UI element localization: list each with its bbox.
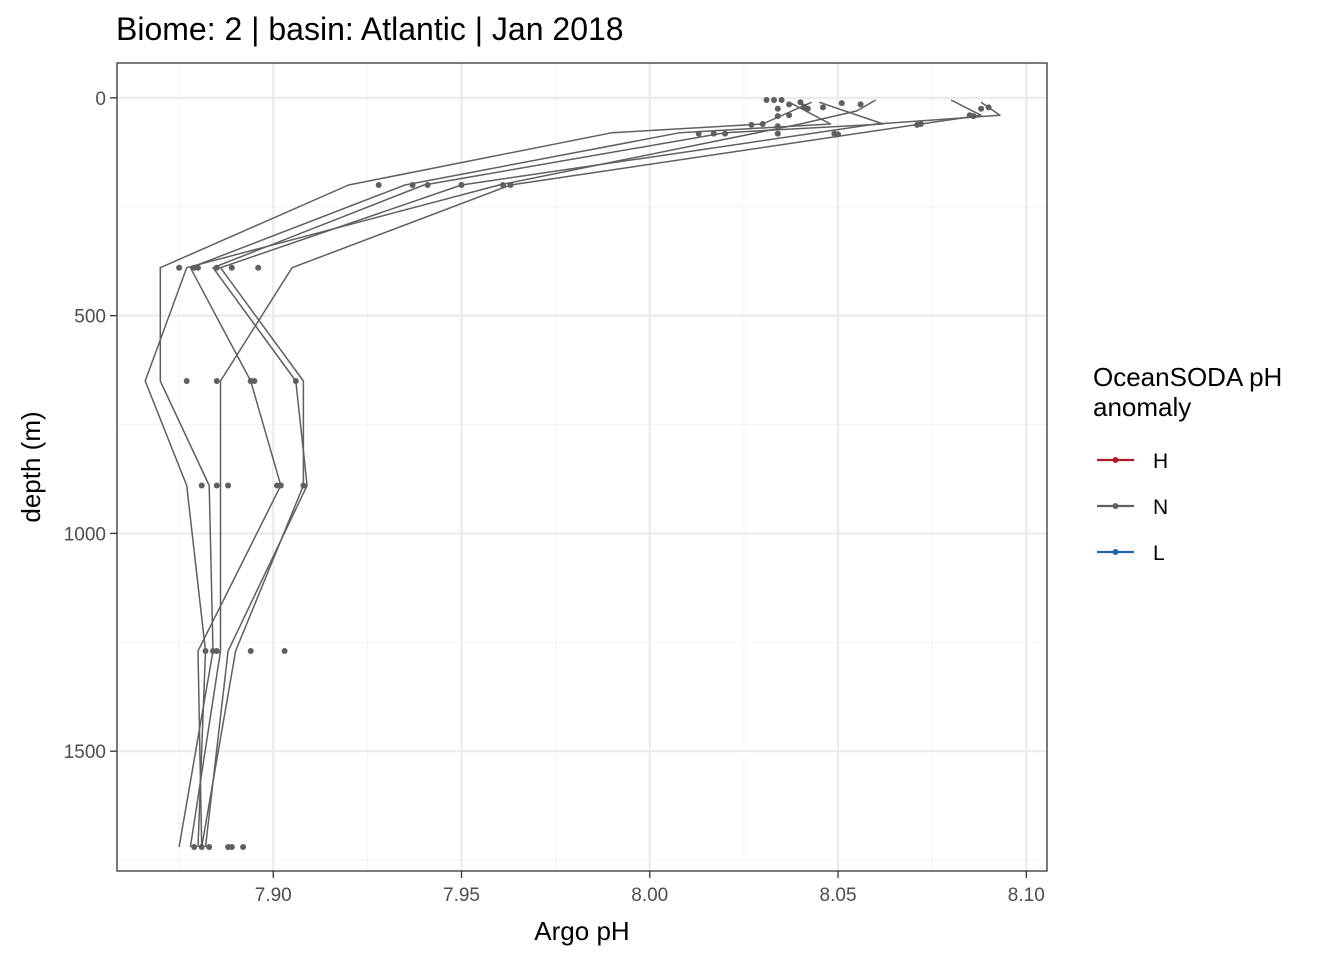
data-point (409, 182, 416, 188)
data-point (710, 130, 717, 137)
data-point (225, 482, 232, 489)
y-tick-label: 1000 (64, 524, 106, 545)
data-point (763, 97, 770, 103)
series-line-6 (189, 101, 832, 848)
x-tick-label: 8.00 (631, 885, 668, 906)
series-line-1 (159, 101, 813, 848)
y-axis-title: depth (m) (16, 411, 46, 522)
data-points (176, 97, 992, 850)
panel-border (116, 62, 1048, 872)
x-tick-label: 7.90 (255, 885, 292, 906)
legend-key-point (1112, 549, 1119, 555)
data-point (247, 648, 254, 654)
data-point (771, 97, 777, 103)
data-point (191, 844, 198, 850)
data-point (778, 97, 785, 103)
data-point (251, 378, 258, 384)
data-point (820, 104, 826, 111)
data-point (213, 482, 220, 489)
data-point (240, 844, 247, 850)
legend: OceanSODA pH anomaly HNL (1093, 362, 1282, 565)
data-point (300, 482, 307, 489)
data-point (857, 101, 864, 108)
series-line-5 (189, 99, 982, 848)
data-point (458, 182, 465, 188)
data-point (195, 264, 201, 271)
data-point (507, 182, 514, 188)
y-tick-label: 500 (74, 307, 106, 328)
legend-entry-N: N (1097, 496, 1168, 519)
x-tick-label: 8.05 (820, 885, 857, 906)
legend-entry-L: L (1097, 542, 1165, 565)
data-point (786, 101, 793, 108)
data-point (804, 105, 811, 112)
data-point (213, 378, 220, 384)
data-point (970, 113, 977, 120)
data-point (277, 482, 284, 489)
data-point (695, 130, 702, 137)
data-point (292, 378, 299, 384)
data-point (228, 264, 235, 271)
series-line-2 (144, 99, 877, 848)
data-point (978, 105, 985, 112)
legend-entry-H: H (1097, 450, 1168, 473)
chart-title: Biome: 2 | basin: Atlantic | Jan 2018 (116, 11, 624, 47)
data-point (774, 123, 781, 130)
data-point (835, 131, 841, 138)
series-line-3 (204, 101, 884, 848)
data-point (206, 844, 213, 850)
data-point (183, 378, 190, 384)
legend-key-point (1112, 457, 1119, 463)
legend-label: N (1153, 496, 1168, 519)
data-point (198, 482, 205, 489)
data-point (202, 648, 209, 654)
grid (117, 63, 1047, 871)
data-point (213, 648, 220, 654)
series-line-4 (200, 101, 1001, 848)
legend-title-line-1: OceanSODA pH (1093, 362, 1282, 392)
legend-title-line-2: anomaly (1093, 392, 1191, 422)
data-point (375, 182, 382, 188)
y-tick-label: 1500 (64, 742, 106, 763)
legend-label: H (1153, 450, 1168, 473)
data-point (255, 264, 262, 271)
x-tick-label: 7.95 (443, 885, 480, 906)
data-point (424, 182, 431, 188)
data-point (176, 264, 183, 271)
data-point (198, 844, 205, 850)
data-point (914, 121, 921, 128)
data-point (774, 105, 781, 112)
data-point (759, 121, 766, 127)
data-point (774, 130, 781, 137)
x-tick-label: 8.10 (1008, 885, 1045, 906)
legend-key-point (1112, 503, 1119, 509)
data-point (797, 99, 804, 106)
x-axis: 7.90 7.95 8.00 8.05 8.10 (255, 871, 1045, 906)
data-point (228, 844, 235, 850)
data-point (499, 182, 506, 188)
y-tick-label: 0 (95, 89, 106, 110)
data-point (213, 264, 220, 271)
data-point (748, 121, 755, 128)
data-point (786, 112, 793, 119)
data-point (774, 113, 781, 120)
data-point (722, 130, 729, 137)
data-point (281, 648, 288, 654)
data-point (838, 100, 845, 107)
x-axis-title: Argo pH (534, 916, 629, 946)
y-axis: 0 500 1000 1500 (64, 89, 117, 763)
legend-label: L (1153, 542, 1165, 565)
data-point (985, 104, 992, 111)
